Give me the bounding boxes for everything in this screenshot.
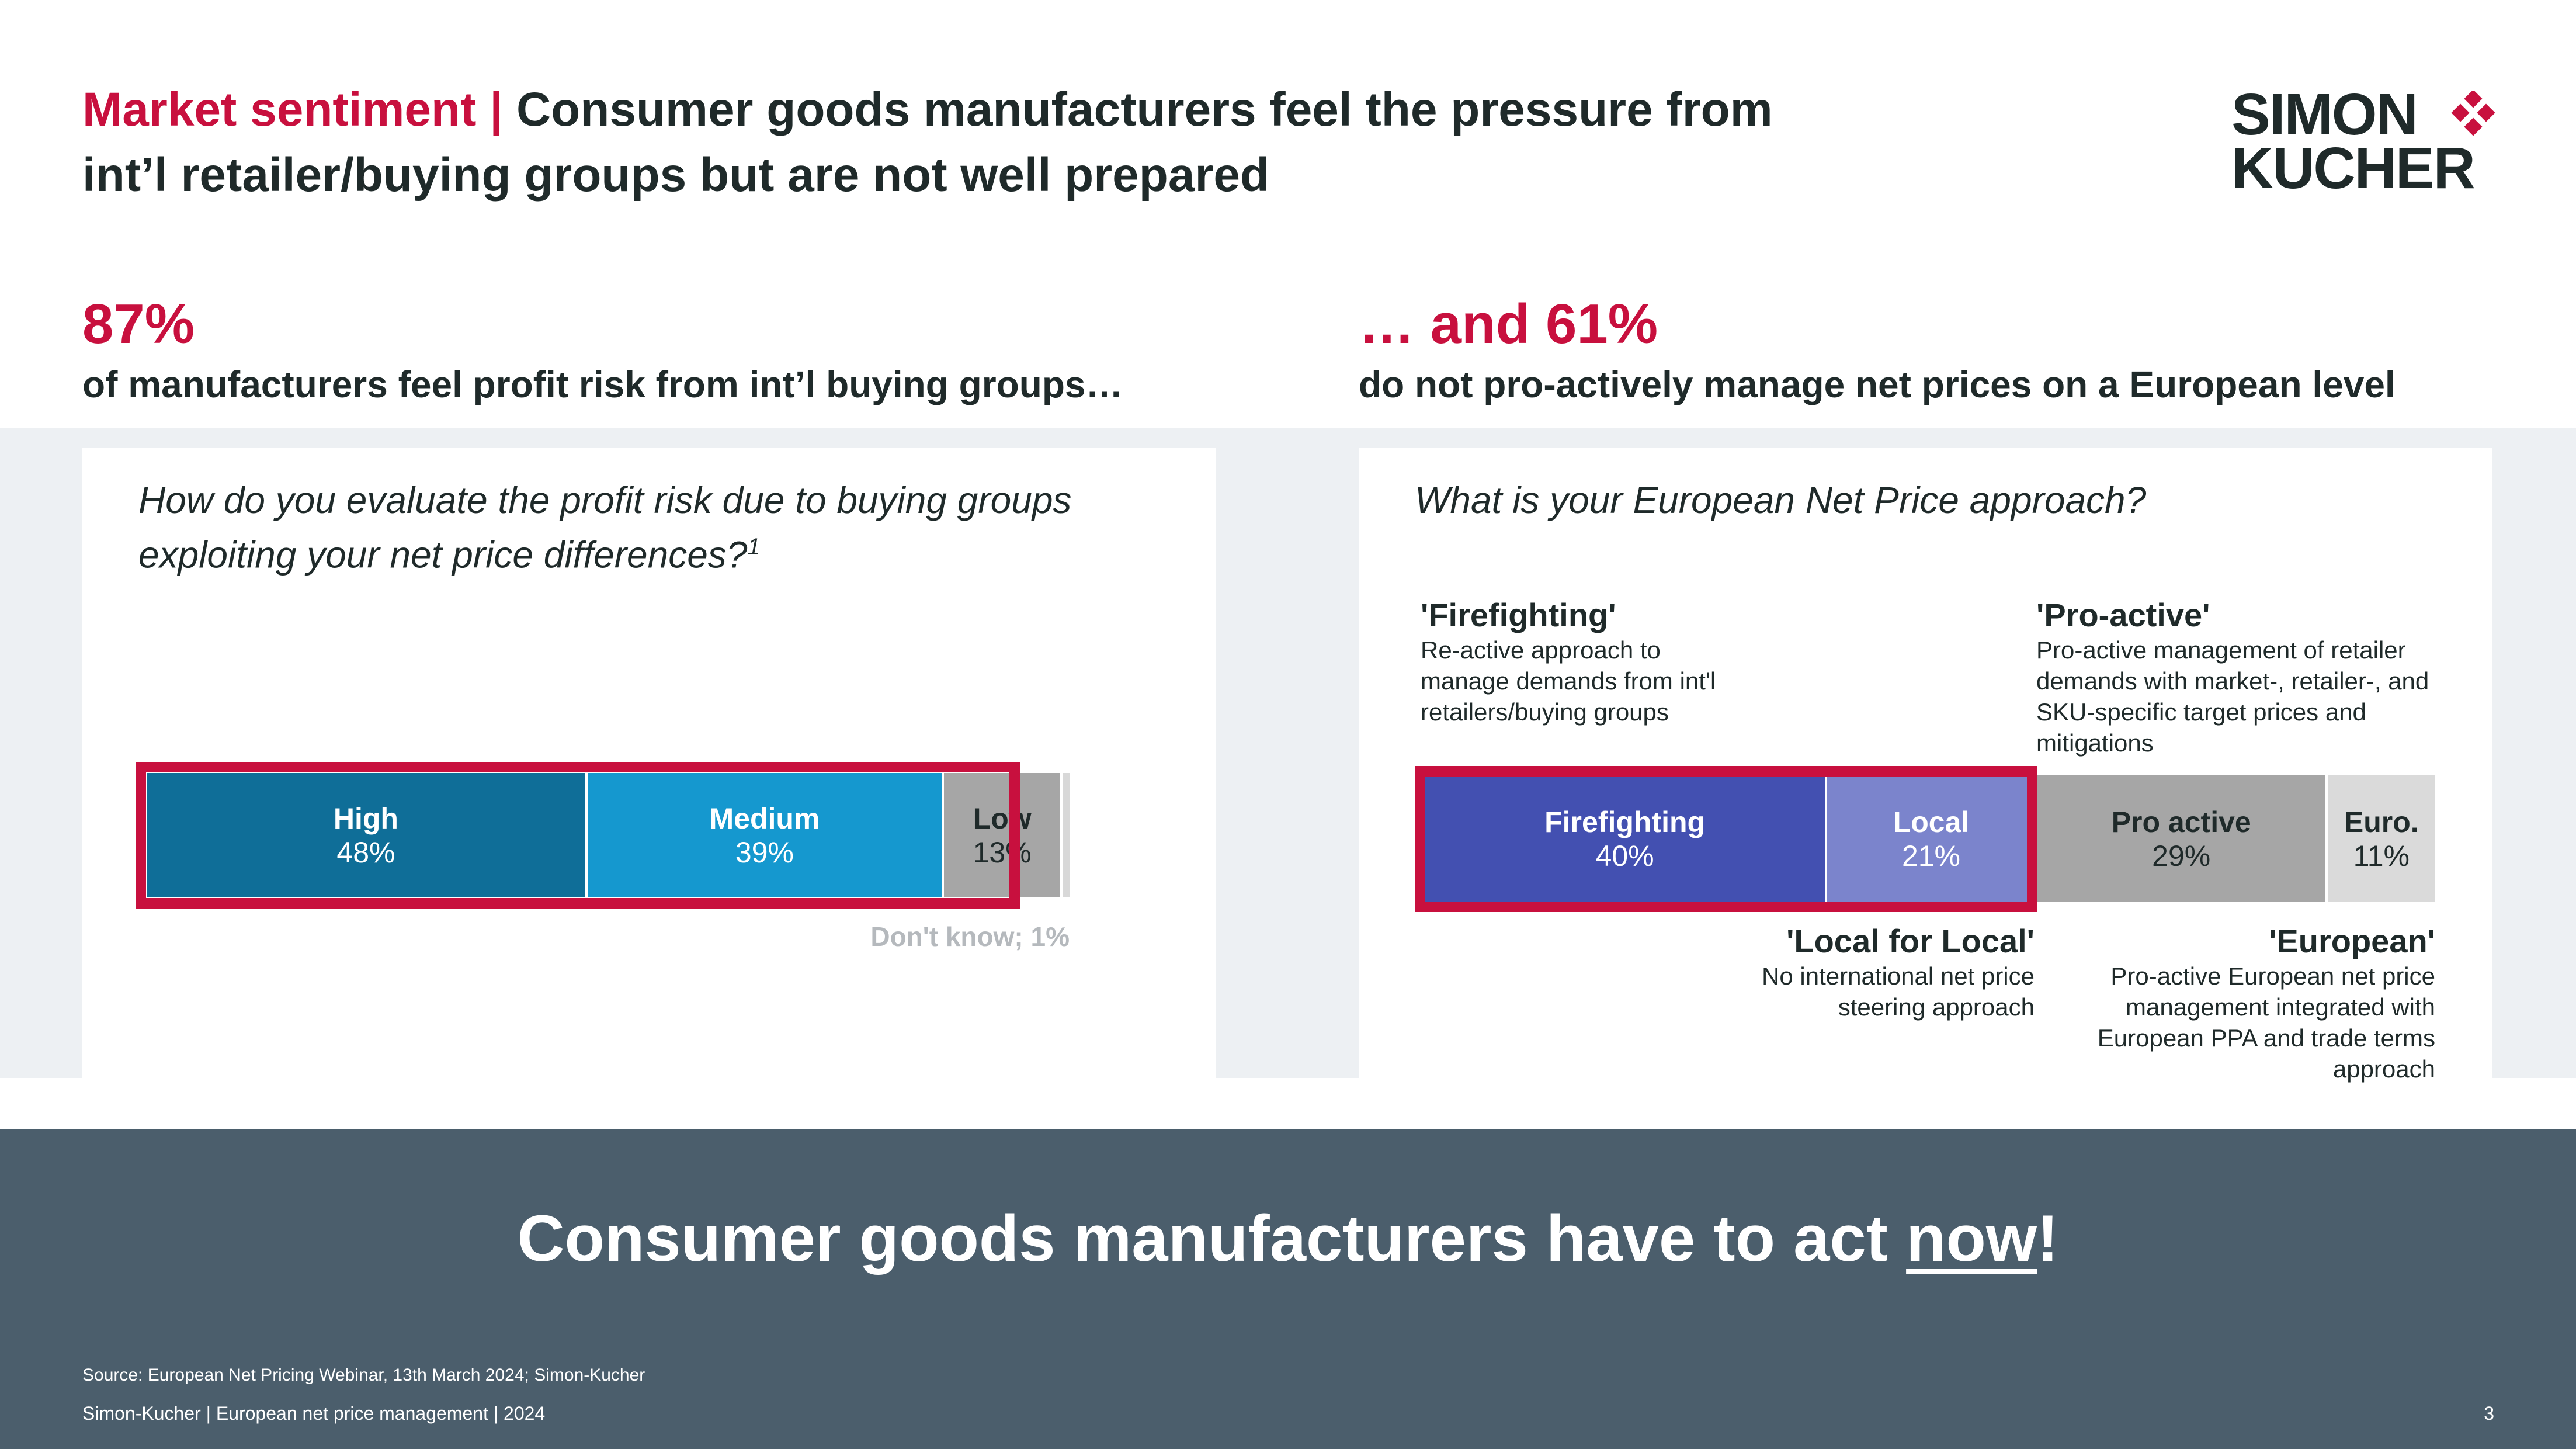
bar-segment-label: Euro. bbox=[2344, 805, 2419, 838]
right-stat-text: do not pro-actively manage net prices on… bbox=[1359, 363, 2396, 405]
net-price-highlight bbox=[1415, 766, 2037, 912]
european-title: 'European' bbox=[2269, 923, 2435, 959]
bar-segment-value: 21% bbox=[1901, 839, 1961, 872]
bar-segment-firefighting: Firefighting 40% bbox=[1425, 775, 1825, 902]
bar-segment-value: 40% bbox=[1595, 839, 1654, 872]
bar-segment-euro-: Euro. 11% bbox=[2325, 775, 2435, 902]
left-stat: 87% bbox=[82, 293, 195, 355]
footer-text: Simon-Kucher | European net price manage… bbox=[82, 1403, 546, 1424]
bar-segment-value: 48% bbox=[336, 836, 395, 869]
simon-kucher-logo: SIMON KUCHER bbox=[2231, 82, 2495, 201]
bar-segment-local: Local 21% bbox=[1825, 775, 2035, 902]
european-annotation: 'European' Pro-active European net price… bbox=[2048, 922, 2435, 1084]
left-question-text: How do you evaluate the profit risk due … bbox=[138, 479, 1072, 576]
right-stat: … and 61% bbox=[1359, 293, 1658, 355]
page-title: Market sentiment | Consumer goods manufa… bbox=[82, 77, 1835, 208]
cta-exclamation: ! bbox=[2037, 1202, 2059, 1275]
logo-line-1: SIMON bbox=[2231, 82, 2418, 147]
title-accent: Market sentiment | bbox=[82, 83, 504, 136]
firefighting-title: 'Firefighting' bbox=[1421, 597, 1616, 633]
bar-segment-pro-active: Pro active 29% bbox=[2035, 775, 2325, 902]
bar-segment-value: 29% bbox=[2152, 839, 2211, 872]
bar-segment-label: Pro active bbox=[2111, 805, 2251, 838]
local-annotation: 'Local for Local' No international net p… bbox=[1674, 922, 2035, 1022]
left-question-footnote: 1 bbox=[747, 534, 761, 560]
proactive-title: 'Pro-active' bbox=[2036, 597, 2210, 633]
profit-risk-highlight bbox=[136, 762, 1020, 909]
bar-segment-label: Firefighting bbox=[1544, 805, 1706, 838]
firefighting-annotation: 'Firefighting' Re-active approach to man… bbox=[1421, 596, 1748, 727]
local-title: 'Local for Local' bbox=[1786, 923, 2035, 959]
source-note: Source: European Net Pricing Webinar, 13… bbox=[82, 1365, 645, 1385]
bar-segment-don-t-know bbox=[1060, 773, 1070, 897]
logo-diamond-icon bbox=[2451, 91, 2495, 136]
bar-segment-label: High bbox=[333, 802, 398, 835]
proactive-annotation: 'Pro-active' Pro-active management of re… bbox=[2036, 596, 2433, 758]
bar-segment-label: Low bbox=[973, 802, 1032, 835]
bar-segment-medium: Medium 39% bbox=[585, 773, 942, 897]
proactive-text: Pro-active management of retailer demand… bbox=[2036, 636, 2429, 757]
dont-know-label: Don't know; 1% bbox=[870, 921, 1070, 952]
bar-segment-label: Local bbox=[1893, 805, 1970, 838]
bar-segment-high: High 48% bbox=[147, 773, 585, 897]
bar-segment-label: Medium bbox=[709, 802, 820, 835]
bar-segment-value: 11% bbox=[2353, 839, 2410, 872]
page-number: 3 bbox=[2484, 1403, 2494, 1424]
left-panel: How do you evaluate the profit risk due … bbox=[82, 448, 1216, 1078]
right-question: What is your European Net Price approach… bbox=[1415, 479, 2147, 521]
profit-risk-bar: High 48% Medium 39% Low 13% bbox=[147, 773, 1070, 897]
logo-line-2: KUCHER bbox=[2231, 136, 2476, 201]
left-stat-text: of manufacturers feel profit risk from i… bbox=[82, 363, 1123, 405]
bar-segment-value: 39% bbox=[735, 836, 794, 869]
right-panel: What is your European Net Price approach… bbox=[1359, 448, 2492, 1083]
title-rest: Consumer goods manufacturers feel the pr… bbox=[82, 83, 1773, 202]
cta-underlined: now bbox=[1906, 1202, 2037, 1275]
bar-segment-low: Low 13% bbox=[941, 773, 1061, 897]
footer-band bbox=[0, 1129, 2576, 1449]
cta-text: Consumer goods manufacturers have to act bbox=[517, 1202, 1907, 1275]
local-text: No international net price steering appr… bbox=[1762, 962, 2035, 1021]
firefighting-text: Re-active approach to manage demands fro… bbox=[1421, 636, 1716, 726]
left-question: How do you evaluate the profit risk due … bbox=[138, 477, 1190, 578]
bar-segment-value: 13% bbox=[973, 836, 1032, 869]
call-to-action: Consumer goods manufacturers have to act… bbox=[0, 1198, 2576, 1280]
european-text: Pro-active European net price management… bbox=[2097, 962, 2435, 1083]
